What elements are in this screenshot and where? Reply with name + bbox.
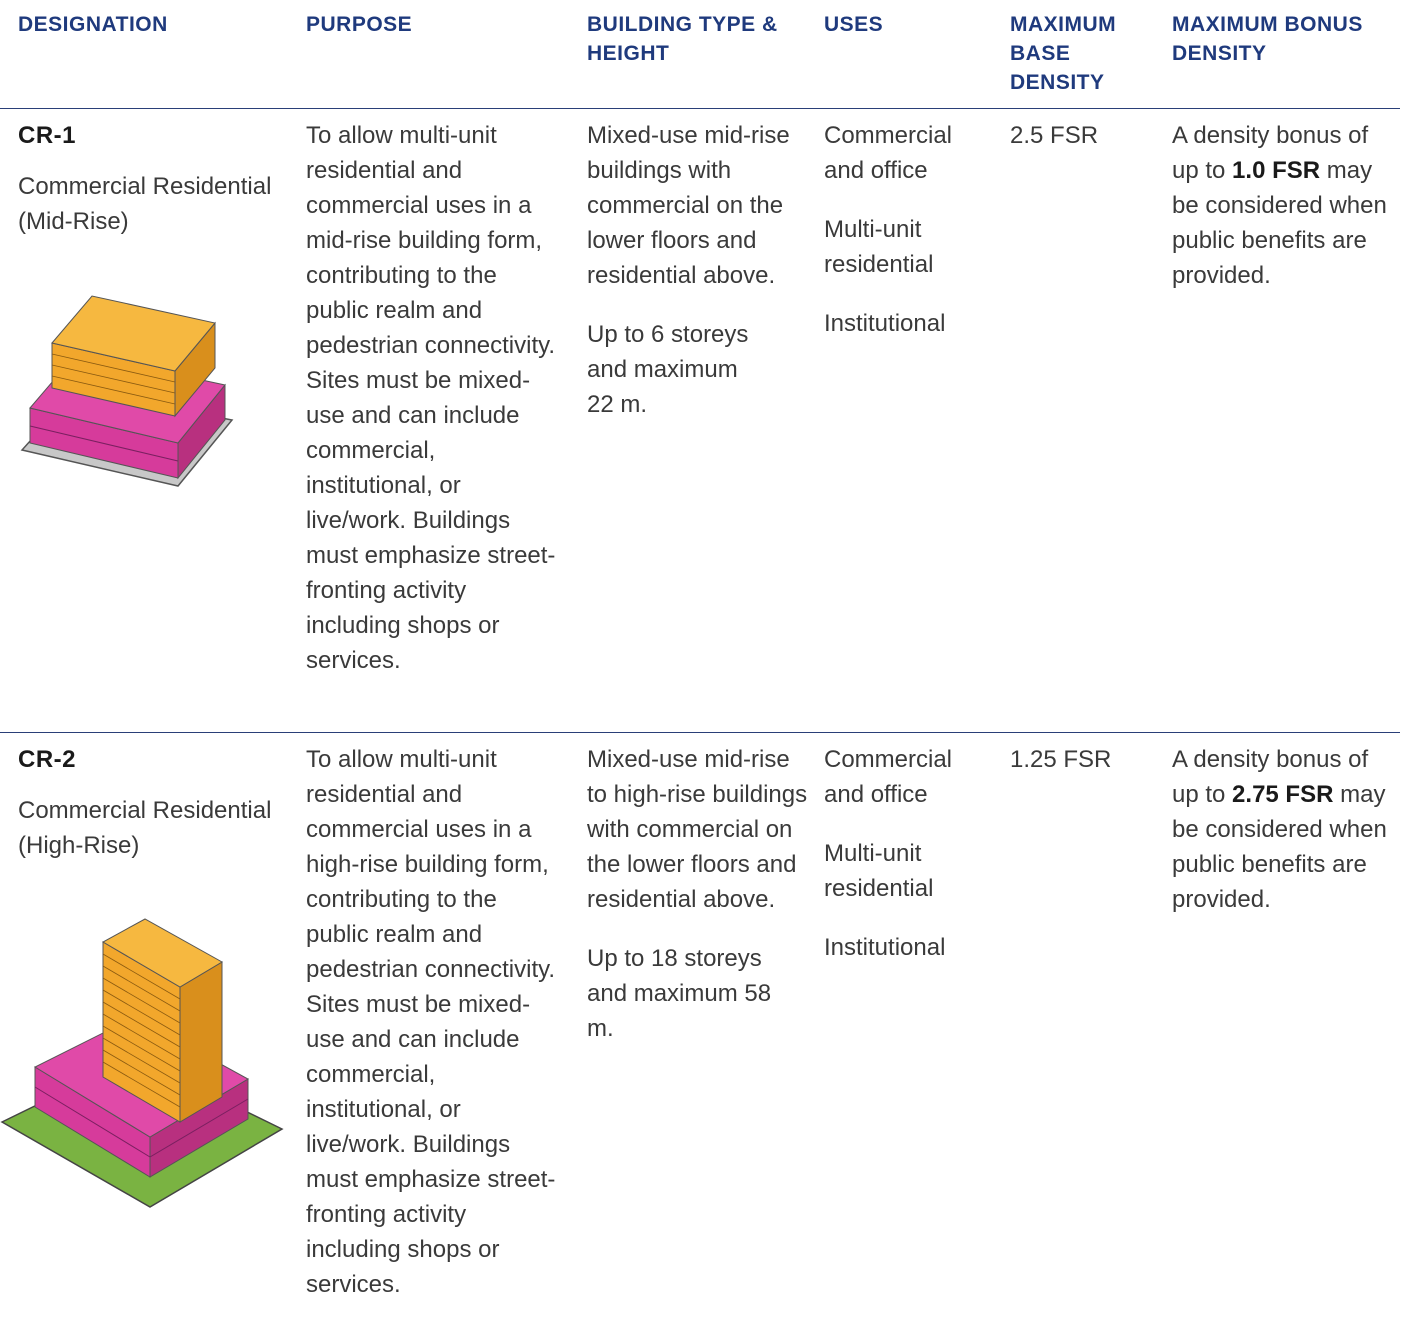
text: A density bonus of up to — [1172, 122, 1369, 184]
table-row: CR-2 Commercial Residential (High-Rise) … — [0, 732, 1403, 1336]
uses: Commercial and office Multi-unit residen… — [824, 742, 974, 989]
column-header: MAXIMUM BASE DENSITY — [1010, 13, 1117, 94]
building-type: Mixed-use mid-rise to high-rise building… — [587, 742, 812, 1070]
paragraph: Mixed-use mid-rise buildings with commer… — [587, 122, 790, 289]
base-density: 1.25 FSR — [1010, 746, 1112, 773]
use: Multi-unit residential — [824, 216, 934, 278]
text: A density bonus of up to — [1172, 746, 1369, 808]
column-header: USES — [824, 13, 884, 36]
designation: CR-1 Commercial Residential (Mid-Rise) — [18, 118, 288, 239]
name: Commercial Residential (High-Rise) — [18, 797, 272, 859]
column-header: BUILDING TYPE & HEIGHT — [587, 13, 778, 65]
column-header: MAXIMUM BONUS DENSITY — [1172, 13, 1363, 65]
designation: CR-2 Commercial Residential (High-Rise) — [18, 742, 288, 863]
base-density: 2.5 FSR — [1010, 122, 1099, 149]
purpose: To allow multi-unit residential and comm… — [306, 122, 556, 674]
purpose: To allow multi-unit residential and comm… — [306, 746, 556, 1298]
text: may be considered when public benefits a… — [1172, 157, 1387, 289]
use: Commercial and office — [824, 746, 953, 808]
divider — [0, 732, 1400, 733]
use: Commercial and office — [824, 122, 953, 184]
bold-text: 1.0 FSR — [1232, 157, 1321, 184]
use: Institutional — [824, 310, 946, 337]
code: CR-1 — [18, 122, 77, 149]
table-row: CR-1 Commercial Residential (Mid-Rise) T… — [0, 108, 1403, 732]
code: CR-2 — [18, 746, 77, 773]
table-header: DESIGNATION PURPOSE BUILDING TYPE & HEIG… — [0, 10, 1403, 108]
building-illustration — [0, 918, 284, 1208]
text: may be considered when public benefits a… — [1172, 781, 1387, 913]
use: Multi-unit residential — [824, 840, 934, 902]
uses: Commercial and office Multi-unit residen… — [824, 118, 974, 365]
paragraph: Up to 18 storeys and maximum 58 m. — [587, 945, 772, 1042]
paragraph: Up to 6 storeys and maximum 22 m. — [587, 321, 749, 418]
column-header: PURPOSE — [306, 13, 413, 36]
building-type: Mixed-use mid-rise buildings with commer… — [587, 118, 812, 446]
bonus-density: A density bonus of up to 1.0 FSR may be … — [1172, 118, 1392, 293]
divider — [0, 108, 1400, 109]
column-header: DESIGNATION — [18, 13, 168, 36]
building-illustration — [20, 295, 234, 487]
paragraph: Mixed-use mid-rise to high-rise building… — [587, 746, 808, 913]
use: Institutional — [824, 934, 946, 961]
name: Commercial Residential (Mid-Rise) — [18, 173, 272, 235]
bonus-density: A density bonus of up to 2.75 FSR may be… — [1172, 742, 1392, 917]
bold-text: 2.75 FSR — [1232, 781, 1334, 808]
